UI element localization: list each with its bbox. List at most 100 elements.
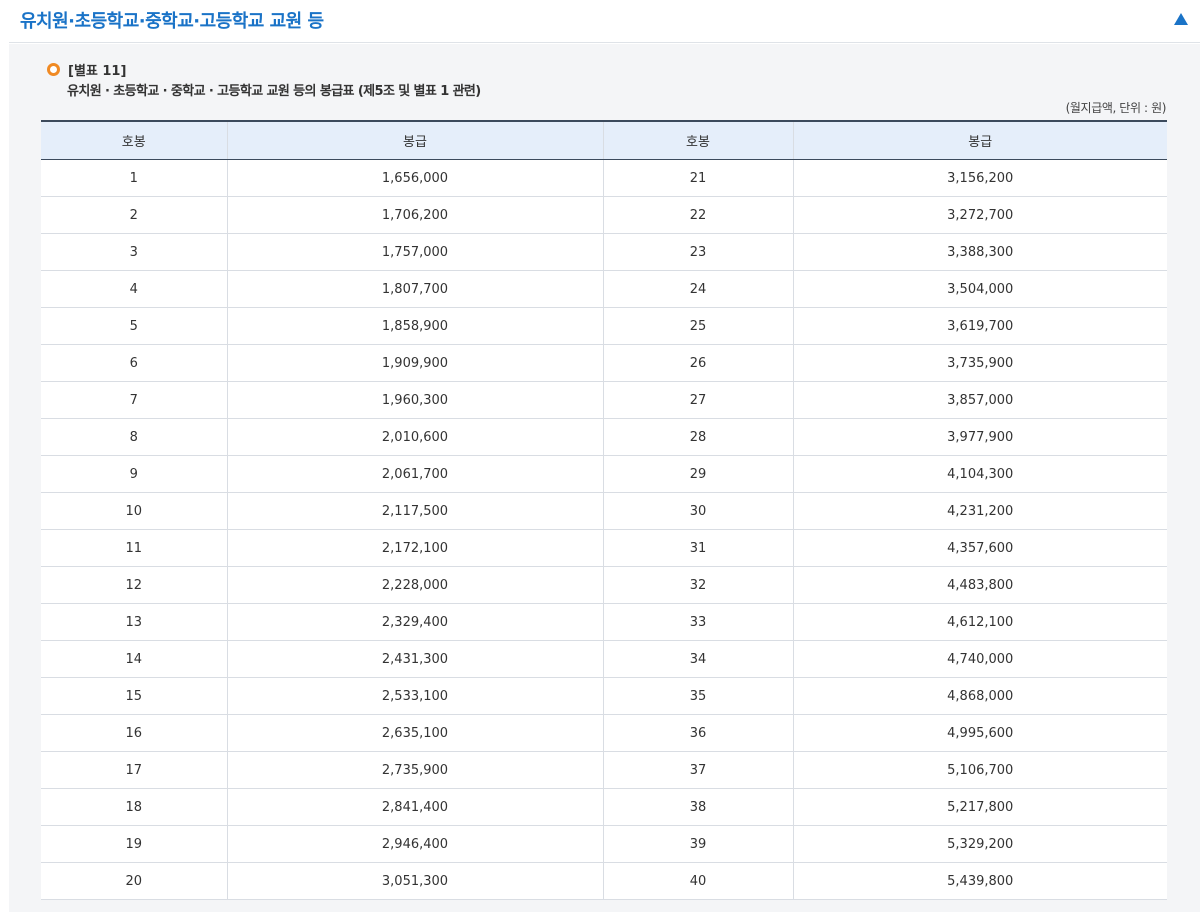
table-row: 17 2,735,900 37 5,106,700	[41, 751, 1167, 789]
table-row: 2 1,706,200 22 3,272,700	[41, 196, 1167, 234]
header-salary: 봉급	[792, 121, 1167, 160]
step-cell: 2	[41, 196, 227, 234]
salary-cell: 2,010,600	[226, 418, 603, 456]
triangle-up-icon	[1174, 13, 1188, 25]
collapse-toggle-button[interactable]	[1173, 12, 1189, 26]
step-cell: 40	[602, 862, 793, 900]
step-cell: 14	[41, 640, 227, 678]
salary-cell: 2,946,400	[226, 825, 603, 863]
step-cell: 16	[41, 714, 227, 752]
salary-cell: 4,357,600	[792, 529, 1167, 567]
section-header[interactable]: 유치원·초등학교·중학교·고등학교 교원 등	[9, 0, 1200, 43]
section-content: [별표 11] 유치원 · 초등학교 · 중학교 · 고등학교 교원 등의 봉급…	[9, 44, 1200, 912]
salary-cell: 1,656,000	[226, 159, 603, 197]
step-cell: 31	[602, 529, 793, 567]
salary-cell: 2,533,100	[226, 677, 603, 715]
step-cell: 35	[602, 677, 793, 715]
step-cell: 17	[41, 751, 227, 789]
salary-cell: 2,431,300	[226, 640, 603, 678]
header-step: 호봉	[41, 121, 227, 160]
salary-cell: 2,061,700	[226, 455, 603, 493]
step-cell: 37	[602, 751, 793, 789]
salary-cell: 3,051,300	[226, 862, 603, 900]
table-label-text: [별표 11]	[68, 64, 127, 79]
salary-cell: 3,156,200	[792, 159, 1167, 197]
salary-cell: 2,172,100	[226, 529, 603, 567]
salary-cell: 5,106,700	[792, 751, 1167, 789]
step-cell: 13	[41, 603, 227, 641]
salary-cell: 1,757,000	[226, 233, 603, 271]
step-cell: 25	[602, 307, 793, 345]
step-cell: 8	[41, 418, 227, 456]
step-cell: 21	[602, 159, 793, 197]
salary-cell: 2,117,500	[226, 492, 603, 530]
step-cell: 10	[41, 492, 227, 530]
step-cell: 22	[602, 196, 793, 234]
table-body: 1 1,656,000 21 3,156,200 2 1,706,200 22 3,272,7…	[41, 159, 1167, 900]
step-cell: 11	[41, 529, 227, 567]
step-cell: 5	[41, 307, 227, 345]
salary-table: 호봉 봉급 호봉 봉급 1 1,656,000 21 3,156,200 2 1,706,…	[41, 120, 1167, 900]
orange-circle-icon	[47, 63, 60, 76]
salary-cell: 3,735,900	[792, 344, 1167, 382]
step-cell: 33	[602, 603, 793, 641]
table-row: 16 2,635,100 36 4,995,600	[41, 714, 1167, 752]
salary-cell: 2,735,900	[226, 751, 603, 789]
salary-cell: 4,612,100	[792, 603, 1167, 641]
table-row: 19 2,946,400 39 5,329,200	[41, 825, 1167, 863]
table-row: 3 1,757,000 23 3,388,300	[41, 233, 1167, 271]
step-cell: 24	[602, 270, 793, 308]
step-cell: 34	[602, 640, 793, 678]
table-row: 14 2,431,300 34 4,740,000	[41, 640, 1167, 678]
step-cell: 15	[41, 677, 227, 715]
salary-cell: 2,329,400	[226, 603, 603, 641]
salary-cell: 5,217,800	[792, 788, 1167, 826]
salary-cell: 1,858,900	[226, 307, 603, 345]
unit-note: (월지급액, 단위 : 원)	[1065, 101, 1167, 115]
table-row: 20 3,051,300 40 5,439,800	[41, 862, 1167, 900]
table-label: [별표 11]	[47, 60, 126, 79]
table-row: 11 2,172,100 31 4,357,600	[41, 529, 1167, 567]
step-cell: 36	[602, 714, 793, 752]
salary-cell: 1,807,700	[226, 270, 603, 308]
step-cell: 23	[602, 233, 793, 271]
table-subtitle: 유치원 · 초등학교 · 중학교 · 고등학교 교원 등의 봉급표 (제5조 및…	[67, 84, 481, 99]
table-row: 4 1,807,700 24 3,504,000	[41, 270, 1167, 308]
step-cell: 28	[602, 418, 793, 456]
header-step: 호봉	[602, 121, 793, 160]
step-cell: 18	[41, 788, 227, 826]
table-row: 8 2,010,600 28 3,977,900	[41, 418, 1167, 456]
salary-cell: 1,909,900	[226, 344, 603, 382]
salary-cell: 5,329,200	[792, 825, 1167, 863]
salary-cell: 3,857,000	[792, 381, 1167, 419]
step-cell: 39	[602, 825, 793, 863]
step-cell: 7	[41, 381, 227, 419]
step-cell: 19	[41, 825, 227, 863]
step-cell: 12	[41, 566, 227, 604]
salary-cell: 3,504,000	[792, 270, 1167, 308]
salary-cell: 4,231,200	[792, 492, 1167, 530]
salary-cell: 1,706,200	[226, 196, 603, 234]
step-cell: 3	[41, 233, 227, 271]
step-cell: 6	[41, 344, 227, 382]
step-cell: 29	[602, 455, 793, 493]
salary-cell: 3,977,900	[792, 418, 1167, 456]
table-row: 1 1,656,000 21 3,156,200	[41, 159, 1167, 197]
table-row: 18 2,841,400 38 5,217,800	[41, 788, 1167, 826]
table-row: 6 1,909,900 26 3,735,900	[41, 344, 1167, 382]
salary-cell: 1,960,300	[226, 381, 603, 419]
salary-cell: 3,388,300	[792, 233, 1167, 271]
header-salary: 봉급	[226, 121, 603, 160]
step-cell: 20	[41, 862, 227, 900]
table-row: 15 2,533,100 35 4,868,000	[41, 677, 1167, 715]
step-cell: 30	[602, 492, 793, 530]
table-row: 10 2,117,500 30 4,231,200	[41, 492, 1167, 530]
salary-cell: 2,635,100	[226, 714, 603, 752]
salary-cell: 5,439,800	[792, 862, 1167, 900]
salary-cell: 3,619,700	[792, 307, 1167, 345]
step-cell: 9	[41, 455, 227, 493]
section-title[interactable]: 유치원·초등학교·중학교·고등학교 교원 등	[20, 11, 324, 32]
salary-cell: 4,995,600	[792, 714, 1167, 752]
salary-cell: 2,228,000	[226, 566, 603, 604]
